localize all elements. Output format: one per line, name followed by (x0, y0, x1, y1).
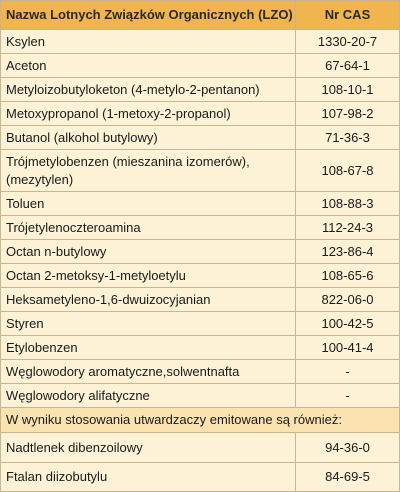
header-cas: Nr CAS (324, 7, 371, 22)
table-row: Butanol (alkohol butylowy) 71-36-3 (1, 125, 399, 149)
row-cas: 108-65-6 (321, 267, 374, 283)
table-header: Nazwa Lotnych Związków Organicznych (LZO… (1, 0, 399, 29)
row-cas: 822-06-0 (321, 291, 374, 307)
row-cas: 71-36-3 (325, 129, 370, 145)
row-cas: 107-98-2 (321, 105, 374, 121)
row-name: Węglowodory alifatyczne (1, 384, 296, 407)
table-row: Trójmetylobenzen (mieszanina izomerów), … (1, 149, 399, 191)
row-cas: 67-64-1 (325, 57, 370, 73)
row-name: Aceton (1, 54, 296, 77)
table-row: Metyloizobutyloketon (4-metylo-2-pentano… (1, 77, 399, 101)
row-name: Toluen (1, 192, 296, 215)
row-name: Ftalan diizobutylu (1, 463, 296, 491)
row-name: Octan n-butylowy (1, 240, 296, 263)
table-row: Ftalan diizobutylu 84-69-5 (1, 462, 399, 491)
section-row: W wyniku stosowania utwardzaczy emitowan… (1, 407, 399, 432)
row-name: Octan 2-metoksy-1-metyloetylu (1, 264, 296, 287)
row-cas: 100-41-4 (321, 339, 374, 355)
row-cas: 94-36-0 (325, 439, 370, 455)
row-name: Ksylen (1, 30, 296, 53)
row-cas: 84-69-5 (325, 469, 370, 484)
row-name: Etylobenzen (1, 336, 296, 359)
row-cas: 108-88-3 (321, 195, 374, 211)
table-row: Metoxypropanol (1-metoxy-2-propanol) 107… (1, 101, 399, 125)
row-cas: 100-42-5 (321, 315, 374, 331)
row-cas: 108-10-1 (321, 81, 374, 97)
table-row: Węglowodory alifatyczne - (1, 383, 399, 407)
row-cas: 123-86-4 (321, 243, 374, 259)
table-row: Toluen 108-88-3 (1, 191, 399, 215)
table-row: Węglowodory aromatyczne,solwentnafta - (1, 359, 399, 383)
row-name: Nadtlenek dibenzoilowy (1, 433, 296, 462)
table-row: Ksylen 1330-20-7 (1, 29, 399, 53)
table-row: Heksametyleno-1,6-dwuizocyjanian 822-06-… (1, 287, 399, 311)
row-name: Styren (1, 312, 296, 335)
row-name: Butanol (alkohol butylowy) (1, 126, 296, 149)
table-row: Etylobenzen 100-41-4 (1, 335, 399, 359)
table-row: Nadtlenek dibenzoilowy 94-36-0 (1, 432, 399, 462)
header-name: Nazwa Lotnych Związków Organicznych (LZO… (1, 1, 296, 29)
row-cas: 108-67-8 (321, 162, 374, 178)
row-name: Heksametyleno-1,6-dwuizocyjanian (1, 288, 296, 311)
row-cas: - (345, 363, 350, 379)
table-row: Octan 2-metoksy-1-metyloetylu 108-65-6 (1, 263, 399, 287)
table-row: Styren 100-42-5 (1, 311, 399, 335)
row-cas: 1330-20-7 (317, 33, 378, 49)
row-cas: - (345, 387, 350, 403)
row-name: Trójetylenoczteroamina (1, 216, 296, 239)
table-row: Octan n-butylowy 123-86-4 (1, 239, 399, 263)
row-name: Metoxypropanol (1-metoxy-2-propanol) (1, 102, 296, 125)
row-name: Węglowodory aromatyczne,solwentnafta (1, 360, 296, 383)
table-row: Trójetylenoczteroamina 112-24-3 (1, 215, 399, 239)
table-row: Aceton 67-64-1 (1, 53, 399, 77)
row-name: Metyloizobutyloketon (4-metylo-2-pentano… (1, 78, 296, 101)
row-cas: 112-24-3 (321, 219, 374, 235)
section-label: W wyniku stosowania utwardzaczy emitowan… (6, 412, 342, 427)
row-name: Trójmetylobenzen (mieszanina izomerów), … (1, 150, 296, 191)
